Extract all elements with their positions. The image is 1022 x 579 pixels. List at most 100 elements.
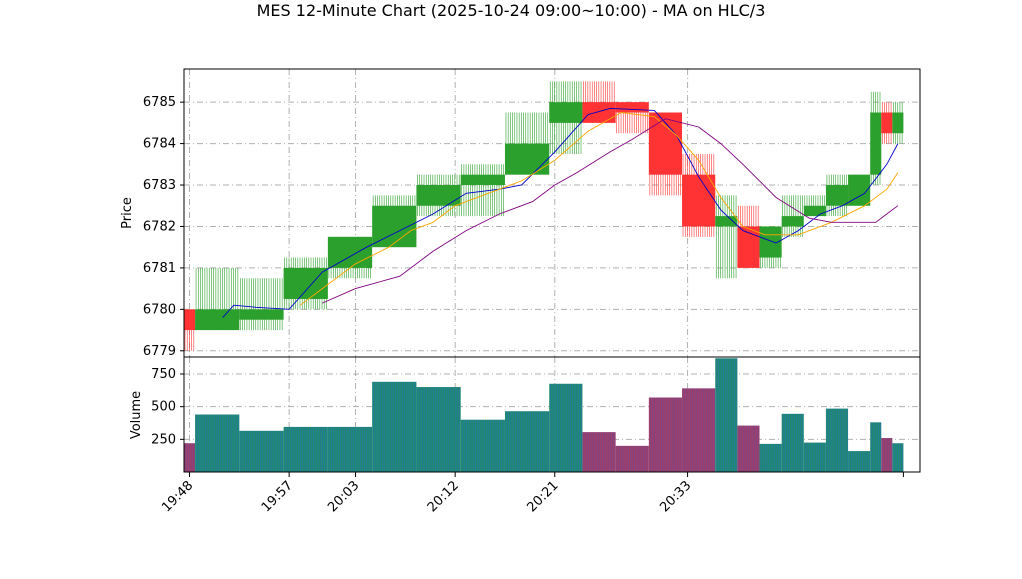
candle	[283, 257, 328, 310]
moving-average-line	[222, 107, 899, 318]
volume-axis-ticks: 250 500 750	[151, 367, 184, 447]
volume-bar	[781, 413, 804, 472]
volume-bar-fill	[682, 388, 716, 472]
volume-bar-fill	[184, 443, 196, 472]
price-tick-label: 6781	[143, 261, 176, 276]
volume-bar	[892, 443, 904, 472]
candle	[648, 112, 683, 196]
candle	[615, 102, 649, 134]
candle	[372, 195, 417, 248]
volume-bar	[416, 387, 461, 472]
candle	[327, 236, 373, 279]
volume-panel: 250 500 750 Volume	[129, 356, 921, 473]
time-tick-label: 19:57	[259, 478, 296, 515]
price-candles	[184, 81, 904, 351]
candle	[682, 153, 716, 237]
volume-bar	[682, 388, 716, 472]
volume-bar-fill	[416, 387, 461, 472]
volume-bar-fill	[615, 445, 649, 472]
volume-bar-fill	[327, 426, 373, 472]
volume-bar-fill	[195, 414, 240, 472]
candle	[803, 195, 826, 217]
time-tick-label: 20:33	[657, 478, 694, 515]
time-tick-label: 20:21	[524, 478, 561, 515]
candle-body	[615, 102, 649, 113]
candle	[870, 91, 882, 186]
volume-bar	[372, 381, 417, 472]
volume-bar-fill	[892, 443, 904, 472]
price-tick-label: 6780	[143, 302, 176, 317]
volume-bar-fill	[848, 451, 871, 472]
candle	[825, 174, 849, 217]
volume-bar	[803, 442, 826, 472]
price-panel: 6779 6780 6781 6782 6783 6784 6785 Price	[120, 68, 921, 359]
price-axis-label: Price	[120, 197, 135, 229]
candle	[881, 102, 893, 144]
candle-body	[870, 112, 882, 175]
volume-bar-fill	[372, 381, 417, 472]
volume-bar-fill	[803, 442, 826, 472]
volume-bar	[870, 422, 882, 472]
volume-bar	[195, 414, 240, 472]
volume-bar	[239, 430, 284, 472]
volume-tick-label: 500	[151, 400, 176, 415]
volume-bar	[615, 445, 649, 472]
candle	[184, 309, 196, 351]
volume-bars	[184, 358, 904, 472]
volume-bar-fill	[759, 443, 782, 472]
volume-bar	[184, 443, 196, 472]
volume-bar-fill	[549, 383, 583, 472]
volume-bar-fill	[870, 422, 882, 472]
volume-bar-fill	[648, 397, 683, 472]
candle-body	[892, 112, 904, 134]
volume-bar-fill	[582, 432, 616, 472]
candle-body	[881, 112, 893, 134]
candle-body	[582, 102, 616, 123]
candle-body	[504, 143, 550, 175]
volume-bar	[648, 397, 683, 472]
moving-average-lines	[222, 107, 899, 318]
candle-body	[715, 216, 738, 227]
volume-bar	[283, 426, 328, 472]
time-tick-label: 19:48	[159, 478, 196, 515]
moving-average-line	[322, 118, 899, 304]
candle	[715, 195, 738, 279]
volume-bar	[460, 419, 505, 472]
volume-bar-fill	[781, 413, 804, 472]
candle	[781, 195, 804, 237]
candle	[848, 174, 871, 206]
price-tick-label: 6782	[143, 219, 176, 234]
volume-bar	[327, 426, 373, 472]
time-tick-label: 20:12	[425, 478, 462, 515]
volume-bar	[504, 411, 550, 472]
candle	[549, 81, 583, 154]
volume-bar	[759, 443, 782, 472]
time-tick-label: 20:03	[325, 478, 362, 515]
price-axis-ticks: 6779 6780 6781 6782 6783 6784 6785	[143, 95, 184, 359]
candle-body	[549, 102, 583, 123]
volume-bar	[737, 425, 760, 472]
chart-title: MES 12-Minute Chart (2025-10-24 09:00~10…	[257, 1, 766, 20]
volume-bar	[825, 408, 849, 472]
volume-tick-label: 750	[151, 367, 176, 382]
volume-bar-fill	[283, 426, 328, 472]
candle-body	[283, 267, 328, 299]
candle	[759, 226, 782, 268]
volume-bar-fill	[504, 411, 550, 472]
volume-bar-fill	[239, 430, 284, 472]
time-axis-ticks: 19:48 19:57 20:03 20:12 20:21 20:33	[159, 472, 904, 515]
price-tick-label: 6785	[143, 95, 176, 110]
moving-average-line	[299, 112, 899, 306]
volume-bar-fill	[737, 425, 760, 472]
candle-body	[848, 174, 871, 206]
volume-bar-fill	[715, 358, 738, 472]
volume-bar	[848, 451, 871, 472]
volume-axis-label: Volume	[129, 391, 144, 439]
volume-bar-fill	[881, 438, 893, 472]
candle	[504, 112, 550, 175]
volume-bar	[881, 438, 893, 472]
candle	[195, 267, 240, 331]
candle-body	[239, 309, 284, 320]
